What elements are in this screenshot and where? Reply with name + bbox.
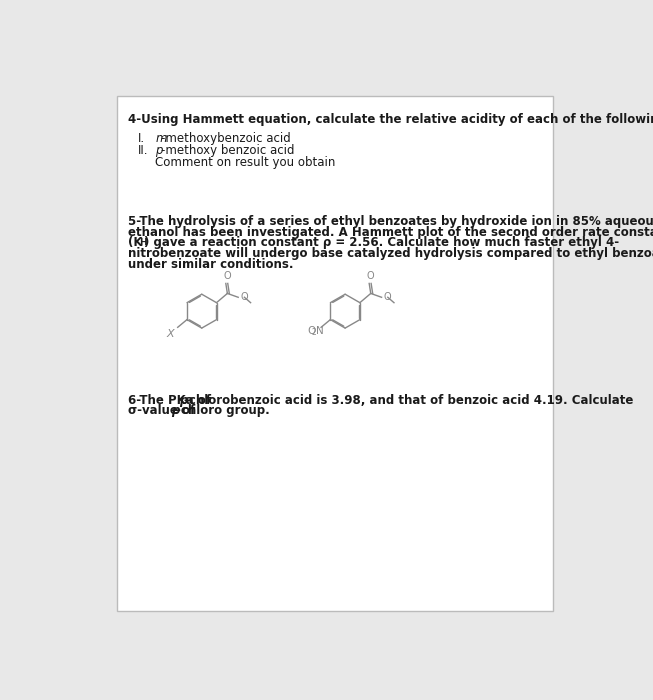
Text: nitrobenzoate will undergo base catalyzed hydrolysis compared to ethyl benzoate: nitrobenzoate will undergo base catalyze… bbox=[128, 247, 653, 260]
Text: ) gave a reaction constant ρ = 2.56. Calculate how much faster ethyl 4-: ) gave a reaction constant ρ = 2.56. Cal… bbox=[144, 237, 619, 249]
Text: O: O bbox=[307, 326, 315, 336]
Text: -chloro group.: -chloro group. bbox=[176, 405, 270, 417]
Text: -chlorobenzoic acid is 3.98, and that of benzoic acid 4.19. Calculate: -chlorobenzoic acid is 3.98, and that of… bbox=[183, 393, 633, 407]
Text: p: p bbox=[155, 144, 163, 157]
Text: p: p bbox=[172, 405, 180, 417]
Text: -methoxybenzoic acid: -methoxybenzoic acid bbox=[161, 132, 291, 145]
Text: O: O bbox=[384, 291, 392, 302]
Text: 2: 2 bbox=[311, 328, 317, 337]
FancyBboxPatch shape bbox=[116, 95, 553, 612]
Text: O: O bbox=[240, 291, 248, 302]
Text: 4-Using Hammett equation, calculate the relative acidity of each of the followin: 4-Using Hammett equation, calculate the … bbox=[128, 113, 653, 126]
Text: Comment on result you obtain: Comment on result you obtain bbox=[155, 156, 336, 169]
Text: X: X bbox=[167, 329, 174, 339]
Text: H: H bbox=[139, 238, 147, 247]
Text: m: m bbox=[155, 132, 167, 145]
Text: p: p bbox=[180, 393, 188, 407]
Text: 6-The PKa of: 6-The PKa of bbox=[128, 393, 215, 407]
Text: N: N bbox=[315, 326, 323, 336]
Text: O: O bbox=[367, 271, 375, 281]
Text: I.: I. bbox=[137, 132, 144, 145]
Text: 5-The hydrolysis of a series of ethyl benzoates by hydroxide ion in 85% aqueous: 5-The hydrolysis of a series of ethyl be… bbox=[128, 215, 653, 228]
Text: -methoxy benzoic acid: -methoxy benzoic acid bbox=[161, 144, 295, 157]
Text: (K: (K bbox=[128, 237, 142, 249]
Text: ethanol has been investigated. A Hammett plot of the second order rate constants: ethanol has been investigated. A Hammett… bbox=[128, 225, 653, 239]
Text: II.: II. bbox=[137, 144, 148, 157]
Text: under similar conditions.: under similar conditions. bbox=[128, 258, 294, 271]
Text: σ-value of: σ-value of bbox=[128, 405, 200, 417]
Text: O: O bbox=[223, 271, 231, 281]
